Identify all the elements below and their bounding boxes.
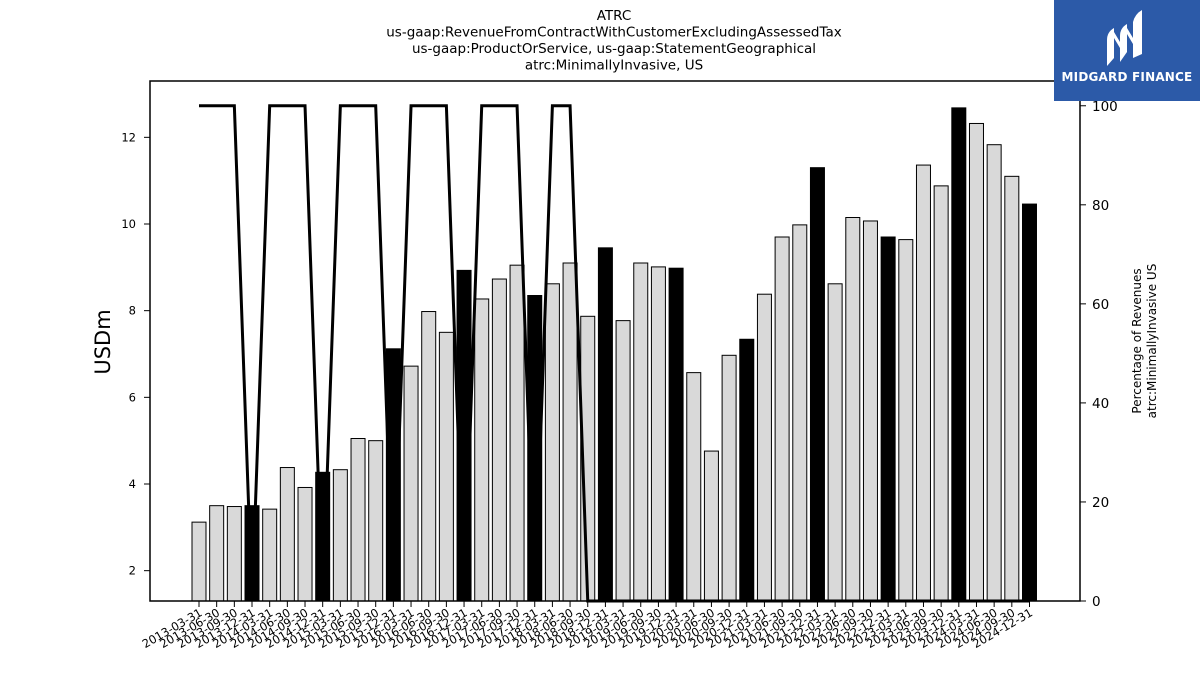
- bar: [421, 311, 437, 602]
- chart-title-line: us-gaap:ProductOrService, us-gaap:Statem…: [412, 41, 816, 57]
- y-tick-label: 4: [129, 477, 136, 491]
- bar: [898, 239, 914, 602]
- bar: [438, 331, 454, 602]
- bar: [226, 506, 242, 602]
- y-tick-label: 8: [129, 304, 136, 318]
- chart-title-line: atrc:MinimallyInvasive, US: [525, 58, 703, 74]
- bar: [809, 167, 825, 602]
- y2-tick-label: 100: [1092, 99, 1118, 115]
- y-axis-right: 0 20 40 60 80 100: [1080, 99, 1118, 610]
- bar: [350, 438, 366, 602]
- bar: [191, 521, 207, 602]
- y2-tick-label: 0: [1092, 594, 1101, 610]
- bar: [968, 122, 984, 602]
- chart-title-line: ATRC: [597, 8, 632, 24]
- bar: [332, 469, 348, 602]
- bar: [774, 236, 790, 602]
- bar: [403, 365, 419, 602]
- bar: [739, 338, 755, 602]
- bar: [279, 467, 295, 602]
- y-axis-left: 2 4 6 8 10 12: [121, 130, 150, 578]
- bar: [509, 264, 525, 602]
- bar: [703, 450, 719, 602]
- midgard-finance-logo: MIDGARD FINANCE: [1054, 0, 1200, 101]
- bar: [862, 220, 878, 602]
- y2-tick-label: 80: [1092, 198, 1109, 214]
- bar: [668, 267, 684, 602]
- bar: [633, 262, 649, 602]
- bar: [262, 508, 278, 602]
- bar: [792, 224, 808, 602]
- bar: [880, 236, 896, 602]
- bar: [597, 247, 613, 602]
- x-axis: 2013-03-312013-06-302013-09-302013-12-31…: [140, 601, 1035, 651]
- bar: [1004, 175, 1020, 602]
- y2-axis-label-line: atrc:MinimallyInvasive US: [1145, 264, 1159, 419]
- y2-axis-label: Percentage of Revenues atrc:MinimallyInva…: [1130, 264, 1159, 419]
- bar: [915, 164, 931, 602]
- bar: [297, 486, 313, 602]
- bar: [1021, 203, 1037, 602]
- bar: [721, 354, 737, 602]
- y2-tick-label: 20: [1092, 495, 1109, 511]
- bar: [474, 298, 490, 602]
- chart-title-line: us-gaap:RevenueFromContractWithCustomerE…: [386, 25, 842, 41]
- bar: [686, 372, 702, 602]
- y-tick-label: 6: [129, 390, 136, 404]
- bar: [756, 293, 772, 602]
- bar: [650, 266, 666, 602]
- bar: [368, 440, 384, 602]
- bar: [562, 262, 578, 602]
- bar: [544, 283, 560, 602]
- y2-tick-label: 60: [1092, 297, 1109, 313]
- chart-title: ATRCus-gaap:RevenueFromContractWithCusto…: [386, 8, 842, 74]
- y-tick-label: 10: [121, 217, 136, 231]
- logo-text: MIDGARD FINANCE: [1061, 70, 1193, 84]
- bar: [827, 283, 843, 602]
- y2-axis-label-line: Percentage of Revenues: [1130, 268, 1144, 413]
- logo-mark-icon: [1107, 10, 1142, 66]
- bar: [951, 107, 967, 602]
- bar: [491, 278, 507, 602]
- bar: [615, 320, 631, 602]
- y-tick-label: 2: [129, 564, 136, 578]
- bar: [986, 144, 1002, 602]
- bar: [933, 185, 949, 602]
- plot-frame: [149, 80, 1081, 602]
- y-tick-label: 12: [121, 130, 136, 144]
- bar: [845, 217, 861, 602]
- y2-tick-label: 40: [1092, 396, 1109, 412]
- bar: [209, 505, 225, 602]
- y-axis-label: USDm: [91, 309, 115, 374]
